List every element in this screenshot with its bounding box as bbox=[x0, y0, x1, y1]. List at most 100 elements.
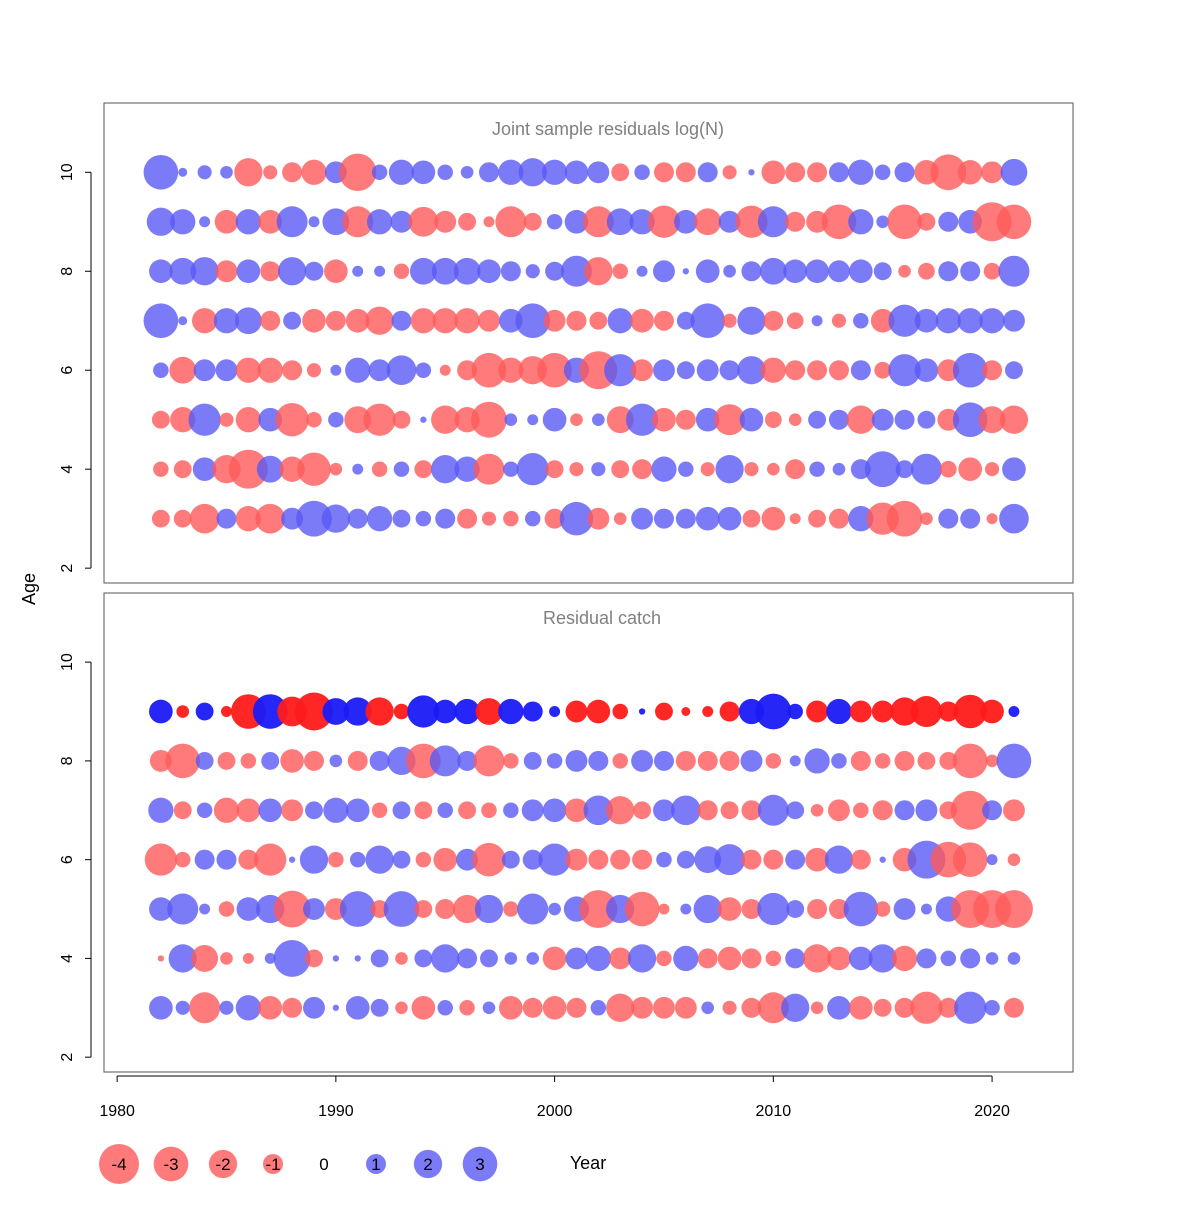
bubble-top-age6-2016 bbox=[888, 354, 921, 387]
bubble-bottom-age3-1984 bbox=[189, 992, 221, 1024]
bubble-top-age5-1995 bbox=[431, 405, 460, 434]
bubble-top-age5-1987 bbox=[258, 407, 283, 432]
bubble-bottom-age3-1986 bbox=[235, 995, 262, 1021]
bubble-top-age3-1994 bbox=[415, 510, 432, 527]
bubble-bottom-age4-1992 bbox=[370, 949, 389, 968]
bubble-bottom-age4-1984 bbox=[191, 945, 219, 972]
bubble-top-age5-2007 bbox=[695, 407, 720, 432]
bubble-top-age3-1997 bbox=[481, 511, 497, 526]
bubble-top-age8-2015 bbox=[873, 262, 892, 281]
bubble-bottom-age3-1992 bbox=[370, 998, 389, 1017]
bubble-top-age6-2000 bbox=[537, 352, 572, 388]
bubble-bottom-age3-2012 bbox=[810, 1001, 824, 1015]
bubble-bottom-age9-2002 bbox=[586, 699, 611, 724]
bubble-top-age5-1991 bbox=[344, 406, 372, 434]
bubble-top-age5-1990 bbox=[328, 411, 344, 428]
bubble-top-age6-1990 bbox=[330, 364, 342, 376]
bubble-bottom-age5-1998 bbox=[503, 901, 519, 917]
bubble-bottom-age3-2018 bbox=[938, 997, 959, 1018]
bubble-bottom-age7-2005 bbox=[653, 799, 675, 822]
bubble-bottom-age5-2007 bbox=[693, 894, 722, 924]
bubble-bottom-age5-1986 bbox=[236, 897, 261, 921]
bubble-top-age4-2010 bbox=[767, 462, 780, 476]
bubble-bottom-age8-1983 bbox=[165, 743, 201, 779]
bubble-top-age3-2009 bbox=[742, 509, 761, 528]
bubble-top-age9-2006 bbox=[674, 209, 698, 234]
bubble-bottom-age8-2009 bbox=[740, 749, 763, 772]
bubble-bottom-age7-1995 bbox=[437, 802, 453, 819]
bubble-top-age4-2011 bbox=[785, 459, 806, 480]
bubble-top-age6-1996 bbox=[457, 360, 478, 381]
bubble-top-age4-2004 bbox=[632, 459, 653, 480]
bubble-bottom-age5-1983 bbox=[167, 893, 199, 925]
bubble-bottom-age4-2005 bbox=[656, 950, 672, 967]
bubble-top-age3-1992 bbox=[366, 506, 393, 532]
bubble-bottom-age8-1991 bbox=[347, 750, 368, 771]
bubble-bottom-age7-2009 bbox=[741, 800, 762, 821]
bubble-top-age4-2005 bbox=[651, 456, 677, 482]
bubble-bottom-age6-2020 bbox=[986, 854, 998, 866]
bubble-bottom-age6-1984 bbox=[194, 849, 215, 870]
bubble-bottom-age7-2021 bbox=[1002, 799, 1025, 822]
bubble-bottom-age5-2012 bbox=[807, 899, 828, 920]
bubble-top-age7-1996 bbox=[454, 308, 480, 334]
bubble-bottom-age4-1999 bbox=[526, 952, 540, 965]
bubble-top-age9-1995 bbox=[434, 210, 457, 233]
bubble-bottom-age4-2007 bbox=[697, 948, 718, 969]
panel-top-y-axis: 2 4 6 8 10 bbox=[59, 163, 92, 573]
bubble-top-age9-1993 bbox=[390, 210, 413, 233]
bubble-top-age7-1988 bbox=[283, 311, 302, 330]
bubble-bottom-age4-2010 bbox=[765, 950, 782, 967]
bubble-top-age4-2015 bbox=[864, 451, 901, 488]
bubble-top-age6-1988 bbox=[282, 360, 303, 381]
bubble-top-age10-2018 bbox=[930, 154, 967, 191]
bubble-bottom-age7-1983 bbox=[173, 801, 192, 820]
bubble-top-age8-2005 bbox=[653, 260, 675, 283]
bubble-top-age7-1989 bbox=[302, 308, 326, 333]
bubble-top-age3-2004 bbox=[631, 507, 654, 530]
bubble-bottom-age6-2009 bbox=[741, 849, 762, 870]
bubble-bottom-age3-1996 bbox=[459, 1000, 475, 1016]
bubble-bottom-age6-1997 bbox=[472, 842, 506, 877]
bubble-top-age8-1985 bbox=[215, 260, 238, 283]
bubble-bottom-age8-2017 bbox=[917, 751, 936, 770]
bubble-bottom-age4-1994 bbox=[414, 949, 433, 968]
bubble-bottom-age3-2009 bbox=[741, 997, 762, 1018]
bubble-top-age7-2018 bbox=[935, 308, 961, 334]
bubble-top-age3-2005 bbox=[653, 508, 674, 529]
bubble-bottom-age7-2012 bbox=[810, 803, 824, 817]
bubble-top-age7-2010 bbox=[763, 310, 784, 331]
bubble-bottom-age7-2011 bbox=[786, 801, 805, 820]
bubble-bottom-age7-1998 bbox=[503, 802, 519, 819]
legend-bubble bbox=[366, 1154, 386, 1174]
bubble-bottom-age3-1988 bbox=[282, 997, 303, 1018]
bubble-top-age10-2008 bbox=[722, 165, 737, 180]
bubble-top-age6-2007 bbox=[696, 359, 719, 382]
bubble-bottom-age3-2000 bbox=[542, 995, 567, 1020]
bubble-top-age7-2020 bbox=[979, 308, 1005, 334]
x-axis: 1980 1990 2000 2010 2020 bbox=[99, 1075, 1010, 1120]
bubble-bottom-age5-2010 bbox=[757, 892, 790, 926]
bubble-top-age6-1983 bbox=[169, 356, 197, 384]
bubble-bottom-age8-2018 bbox=[939, 751, 958, 770]
bubble-bottom-age9-1982 bbox=[149, 699, 173, 724]
bubble-top-age8-1984 bbox=[190, 257, 219, 286]
bubble-top-age10-1985 bbox=[220, 165, 233, 179]
bubble-top-age7-1997 bbox=[478, 309, 500, 332]
bubble-top-age10-1986 bbox=[234, 158, 263, 187]
bubble-bottom-age9-2013 bbox=[826, 698, 852, 725]
bubble-bottom-age3-1989 bbox=[303, 996, 325, 1019]
bubble-bottom-age7-2019 bbox=[950, 790, 990, 830]
bubble-top-age5-2014 bbox=[846, 405, 875, 434]
legend-bubble bbox=[462, 1146, 498, 1182]
bubble-bottom-age5-2008 bbox=[717, 897, 742, 921]
bubble-top-age5-2013 bbox=[828, 409, 849, 430]
bubble-top-age4-1989 bbox=[297, 452, 331, 486]
y-tick-label: 6 bbox=[59, 366, 76, 375]
bubble-top-age6-1989 bbox=[306, 363, 322, 378]
bubble-bottom-age6-1987 bbox=[254, 843, 287, 876]
bubble-top-age9-2000 bbox=[546, 214, 563, 230]
bubble-top-age4-1995 bbox=[431, 455, 460, 484]
bubble-top-age4-2003 bbox=[611, 460, 630, 479]
bubble-bottom-age3-2011 bbox=[781, 993, 810, 1022]
